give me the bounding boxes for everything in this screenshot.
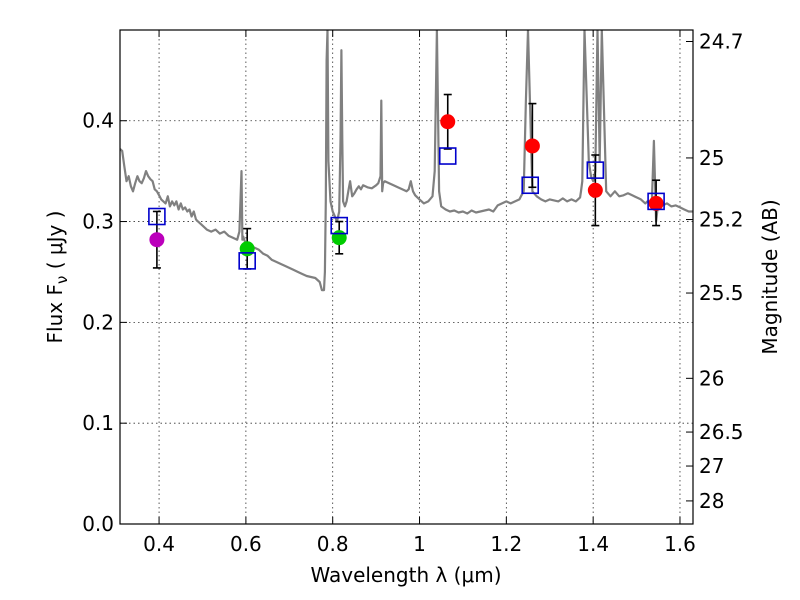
- x-tick-label: 0.6: [230, 532, 262, 556]
- y2-tick-label: 24.7: [699, 29, 744, 53]
- x-tick-label: 1.6: [664, 532, 696, 556]
- y-tick-label: 0.1: [82, 411, 114, 435]
- marker-layer: [148, 114, 665, 270]
- observed-flux-point: [524, 138, 540, 154]
- y2-tick-label: 26: [699, 366, 724, 390]
- model-flux-square: [238, 252, 256, 270]
- y2-axis-title: Magnitude (AB): [758, 199, 782, 354]
- y-axis-title: Flux Fν ( μJy ): [43, 211, 71, 344]
- x-axis-title: Wavelength λ (μm): [310, 563, 501, 587]
- y-tick-label: 0.4: [82, 109, 114, 133]
- model-spectrum-layer: [120, 30, 693, 292]
- model-flux-square: [330, 216, 349, 235]
- x-tick-label: 1.4: [577, 532, 609, 556]
- y2-tick-label: 27: [699, 454, 724, 478]
- x-tick-label: 1: [413, 532, 426, 556]
- y-tick-label: 0.2: [82, 310, 114, 334]
- plot-frame: [119, 29, 694, 525]
- x-tick-label: 0.4: [143, 532, 175, 556]
- x-tick-label: 1.2: [490, 532, 522, 556]
- x-tick-label: 0.8: [317, 532, 349, 556]
- y2-tick-label: 25: [699, 146, 724, 170]
- model-spectrum-line: [120, 30, 693, 292]
- y2-tick-label: 28: [699, 489, 724, 513]
- y-tick-label: 0.0: [82, 512, 114, 536]
- observed-flux-point: [587, 182, 603, 198]
- observed-flux-point: [648, 195, 664, 211]
- y2-tick-label: 25.2: [699, 208, 744, 232]
- y-axis-title-unit: ( μJy ): [43, 211, 67, 276]
- observed-flux-point: [149, 232, 165, 248]
- grid-lines: [120, 30, 693, 525]
- model-flux-square: [586, 161, 605, 179]
- y2-tick-label: 26.5: [699, 420, 744, 444]
- tick-labels: 0.4 0.6 0.8 1 1.2 1.4 1.6 0.0 0.1 0.2 0.3 0.4 24.7 25…: [82, 29, 743, 556]
- observed-flux-point: [331, 230, 347, 246]
- model-flux-square: [647, 192, 665, 211]
- observed-flux-point: [239, 241, 255, 257]
- y-tick-label: 0.3: [82, 210, 114, 234]
- y-axis-title-main: Flux F: [43, 284, 67, 343]
- axis-ticks: [120, 30, 693, 525]
- model-flux-square: [521, 176, 540, 195]
- y2-tick-label: 25.5: [699, 281, 744, 305]
- model-flux-square: [438, 147, 457, 165]
- model-flux-square: [148, 207, 166, 226]
- y-axis-title-subscript: ν: [53, 276, 71, 284]
- observed-flux-point: [440, 114, 456, 130]
